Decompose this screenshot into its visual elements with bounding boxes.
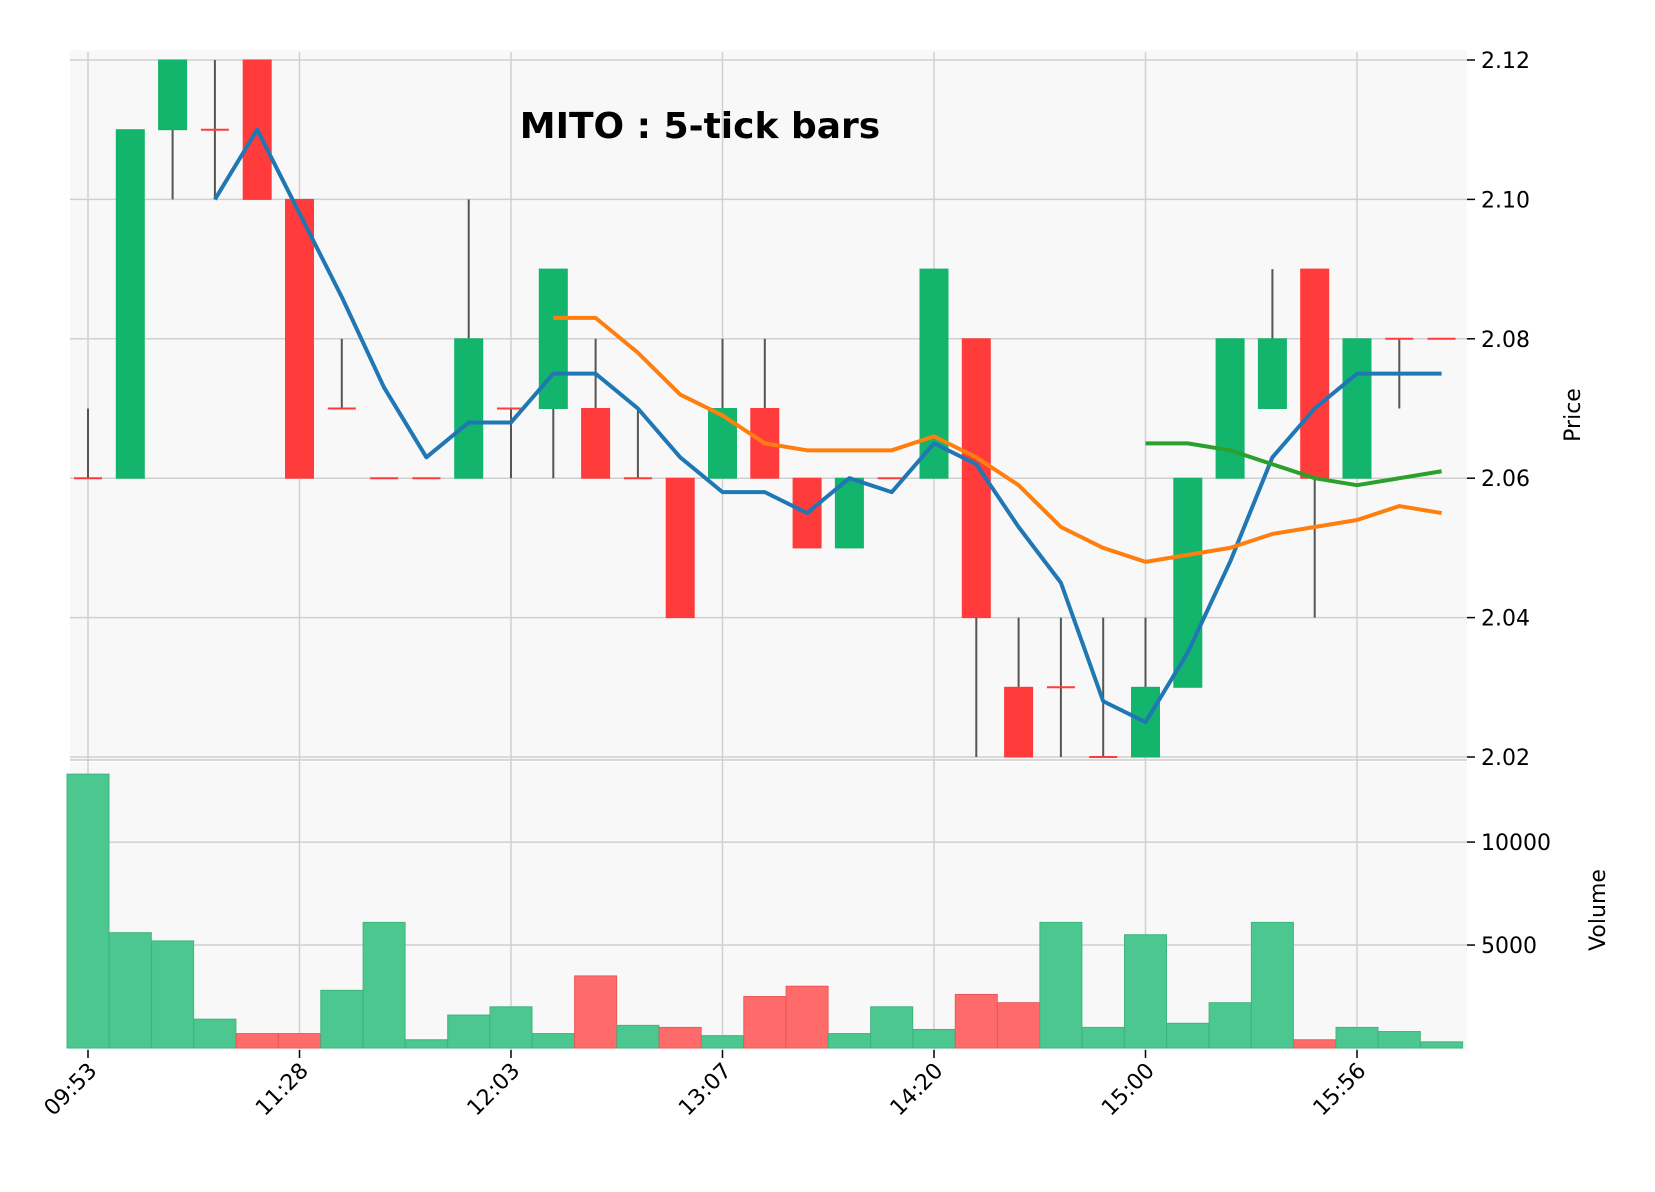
volume-bar [574,975,618,1049]
time-tick-label: 13:07 [674,1059,737,1122]
candle-body [538,268,568,409]
volume-bar [278,1033,321,1049]
moving-average-lines [213,127,1442,725]
candle-body [1257,338,1287,409]
chart-title: MITO : 5-tick bars [520,106,880,147]
moving-average-line [1145,441,1442,488]
price-tick-label: 2.02 [1481,746,1530,771]
volume-bar [827,1033,871,1049]
candle-body [1215,338,1245,479]
price-tick-label: 2.12 [1481,49,1530,74]
volume-bar [1208,1002,1252,1049]
price-tick-label: 2.04 [1481,607,1530,632]
volume-bar [1039,921,1083,1049]
price-panel-background [70,50,1467,760]
volume-tick-label: 5000 [1481,934,1537,959]
volume-bar [447,1014,491,1049]
candle-body [581,408,611,479]
candle-body [454,338,484,479]
time-tick-label: 11:28 [251,1059,314,1122]
candle-body [1342,338,1372,479]
time-tick-label: 09:53 [40,1059,103,1122]
volume-bar [531,1033,575,1049]
volume-bar [320,989,364,1049]
candle-body [708,408,737,479]
candles [74,59,1456,758]
price-tick-label: 2.06 [1481,467,1530,492]
candle-body [115,129,145,479]
volume-bar [108,932,152,1049]
price-tick-label: 2.10 [1481,188,1530,213]
volume-tick-label: 10000 [1481,831,1551,856]
volume-bar [870,1006,914,1049]
volume-bar [1081,1026,1125,1049]
volume-bar [785,985,829,1049]
volume-bar [1377,1031,1421,1049]
volume-bar [151,940,195,1049]
volume-bar [1250,921,1294,1049]
volume-bar [362,921,406,1049]
candle-body [285,198,314,479]
volume-bar [701,1035,744,1049]
volume-bar [1124,934,1167,1049]
candle-body [158,59,188,131]
volume-bar [912,1028,956,1049]
volume-bar [1420,1041,1464,1049]
time-tick-label: 14:20 [886,1059,949,1122]
volume-bar [616,1024,660,1049]
price-axis-label: Price [1561,388,1586,442]
volume-bar [489,1006,533,1049]
time-tick-label: 15:00 [1097,1059,1160,1122]
time-tick-label: 15:56 [1309,1059,1372,1122]
candle-body [665,477,695,619]
volume-bar [658,1026,702,1049]
volume-bar [1293,1039,1337,1049]
moving-average-line [553,315,1442,564]
time-tick-label: 12:03 [463,1059,526,1122]
volume-bar [235,1033,279,1049]
volume-bar [743,996,787,1049]
volume-bar [997,1002,1041,1049]
volume-bar [1166,1022,1210,1049]
candle-body [1004,686,1034,758]
volume-bar [404,1039,448,1049]
volume-bar [954,993,998,1049]
candle-body [834,477,864,549]
candle-body [1300,268,1330,479]
volume-bar [193,1018,237,1049]
volume-bars [66,773,1464,1049]
volume-bar [1335,1026,1379,1049]
price-tick-label: 2.08 [1481,328,1530,353]
volume-bar [66,773,110,1049]
volume-axis-label: Volume [1586,869,1611,951]
